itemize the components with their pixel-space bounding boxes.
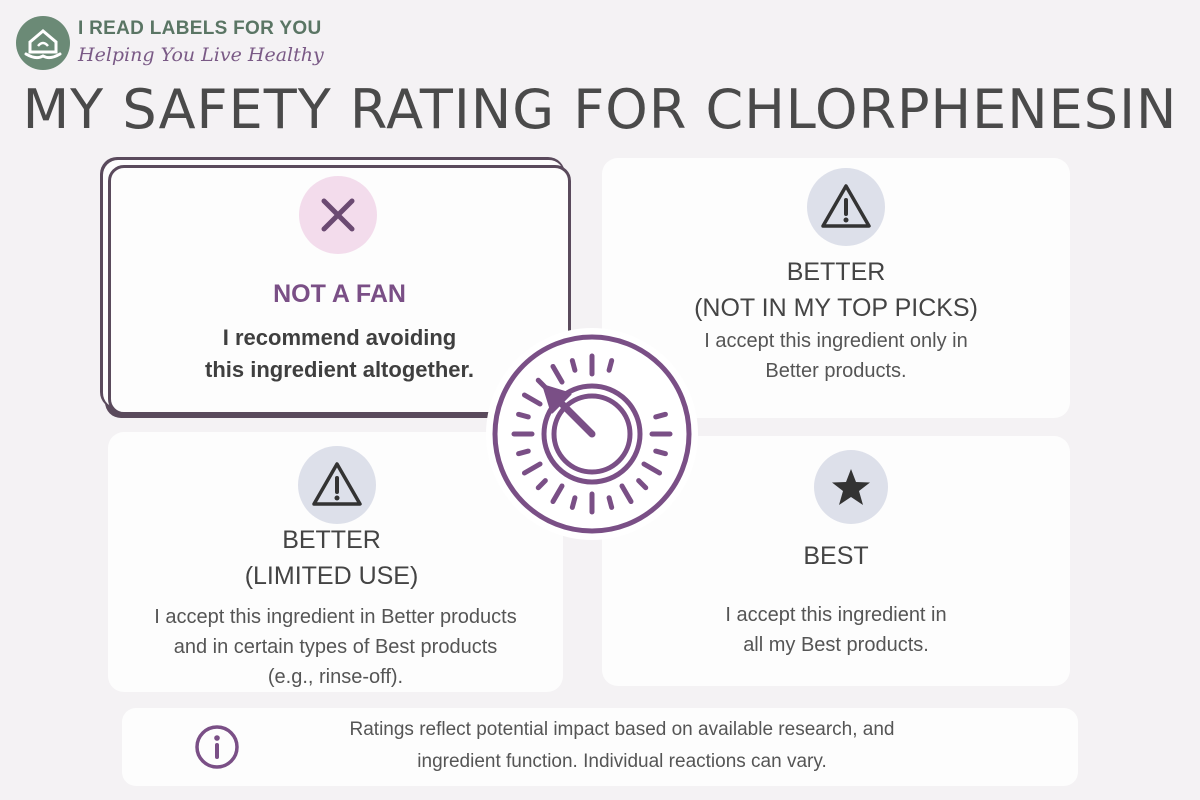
rating-description-line: I accept this ingredient in (725, 604, 947, 626)
rating-description-line: I recommend avoiding (222, 325, 457, 350)
star-icon (814, 450, 888, 524)
rating-heading: BETTER (786, 258, 886, 286)
house-hands-icon (16, 16, 70, 70)
page-title: MY SAFETY RATING FOR CHLORPHENESIN (22, 78, 1178, 141)
rating-description-line: and in certain types of Best products (173, 636, 498, 658)
brand-tagline: Helping You Live Healthy (78, 44, 324, 66)
warning-triangle-icon (298, 446, 376, 524)
rating-description-line: (e.g., rinse-off). (267, 666, 404, 688)
rating-description-line: this ingredient altogether. (205, 357, 474, 382)
info-icon (194, 724, 240, 770)
rating-card-not-a-fan: NOT A FAN I recommend avoiding this ingr… (108, 165, 571, 415)
warning-triangle-icon (807, 168, 885, 246)
rating-description-line: I accept this ingredient only in (704, 330, 968, 352)
rating-heading: BETTER (282, 526, 381, 554)
info-text-line: Ratings reflect potential impact based o… (349, 719, 895, 740)
info-text-line: ingredient function. Individual reaction… (417, 751, 827, 772)
rating-description-line: I accept this ingredient in Better produ… (154, 606, 517, 628)
rating-heading: NOT A FAN (273, 280, 406, 308)
brand-logo: I READ LABELS FOR YOU Helping You Live H… (16, 16, 324, 76)
x-icon (299, 176, 377, 254)
rating-card-better-not-top-picks: BETTER (NOT IN MY TOP PICKS) I accept th… (602, 158, 1070, 418)
brand-name: I READ LABELS FOR YOU (78, 18, 322, 39)
rating-subheading: (LIMITED USE) (244, 562, 419, 590)
info-note: Ratings reflect potential impact based o… (122, 708, 1078, 786)
rating-description-line: Better products. (765, 360, 907, 382)
rating-subheading: (NOT IN MY TOP PICKS) (694, 294, 978, 322)
rating-card-better-limited-use: BETTER (LIMITED USE) I accept this ingre… (108, 432, 563, 692)
rating-dial-icon (484, 326, 700, 542)
rating-description-line: all my Best products. (743, 634, 929, 656)
rating-heading: BEST (803, 542, 869, 570)
